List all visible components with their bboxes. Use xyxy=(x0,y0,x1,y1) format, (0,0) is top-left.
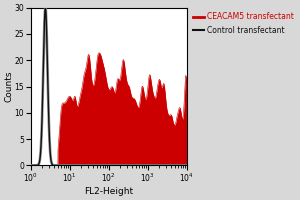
Y-axis label: Counts: Counts xyxy=(4,71,13,102)
Legend: CEACAM5 transfectant, Control transfectant: CEACAM5 transfectant, Control transfecta… xyxy=(192,11,295,36)
X-axis label: FL2-Height: FL2-Height xyxy=(84,187,133,196)
